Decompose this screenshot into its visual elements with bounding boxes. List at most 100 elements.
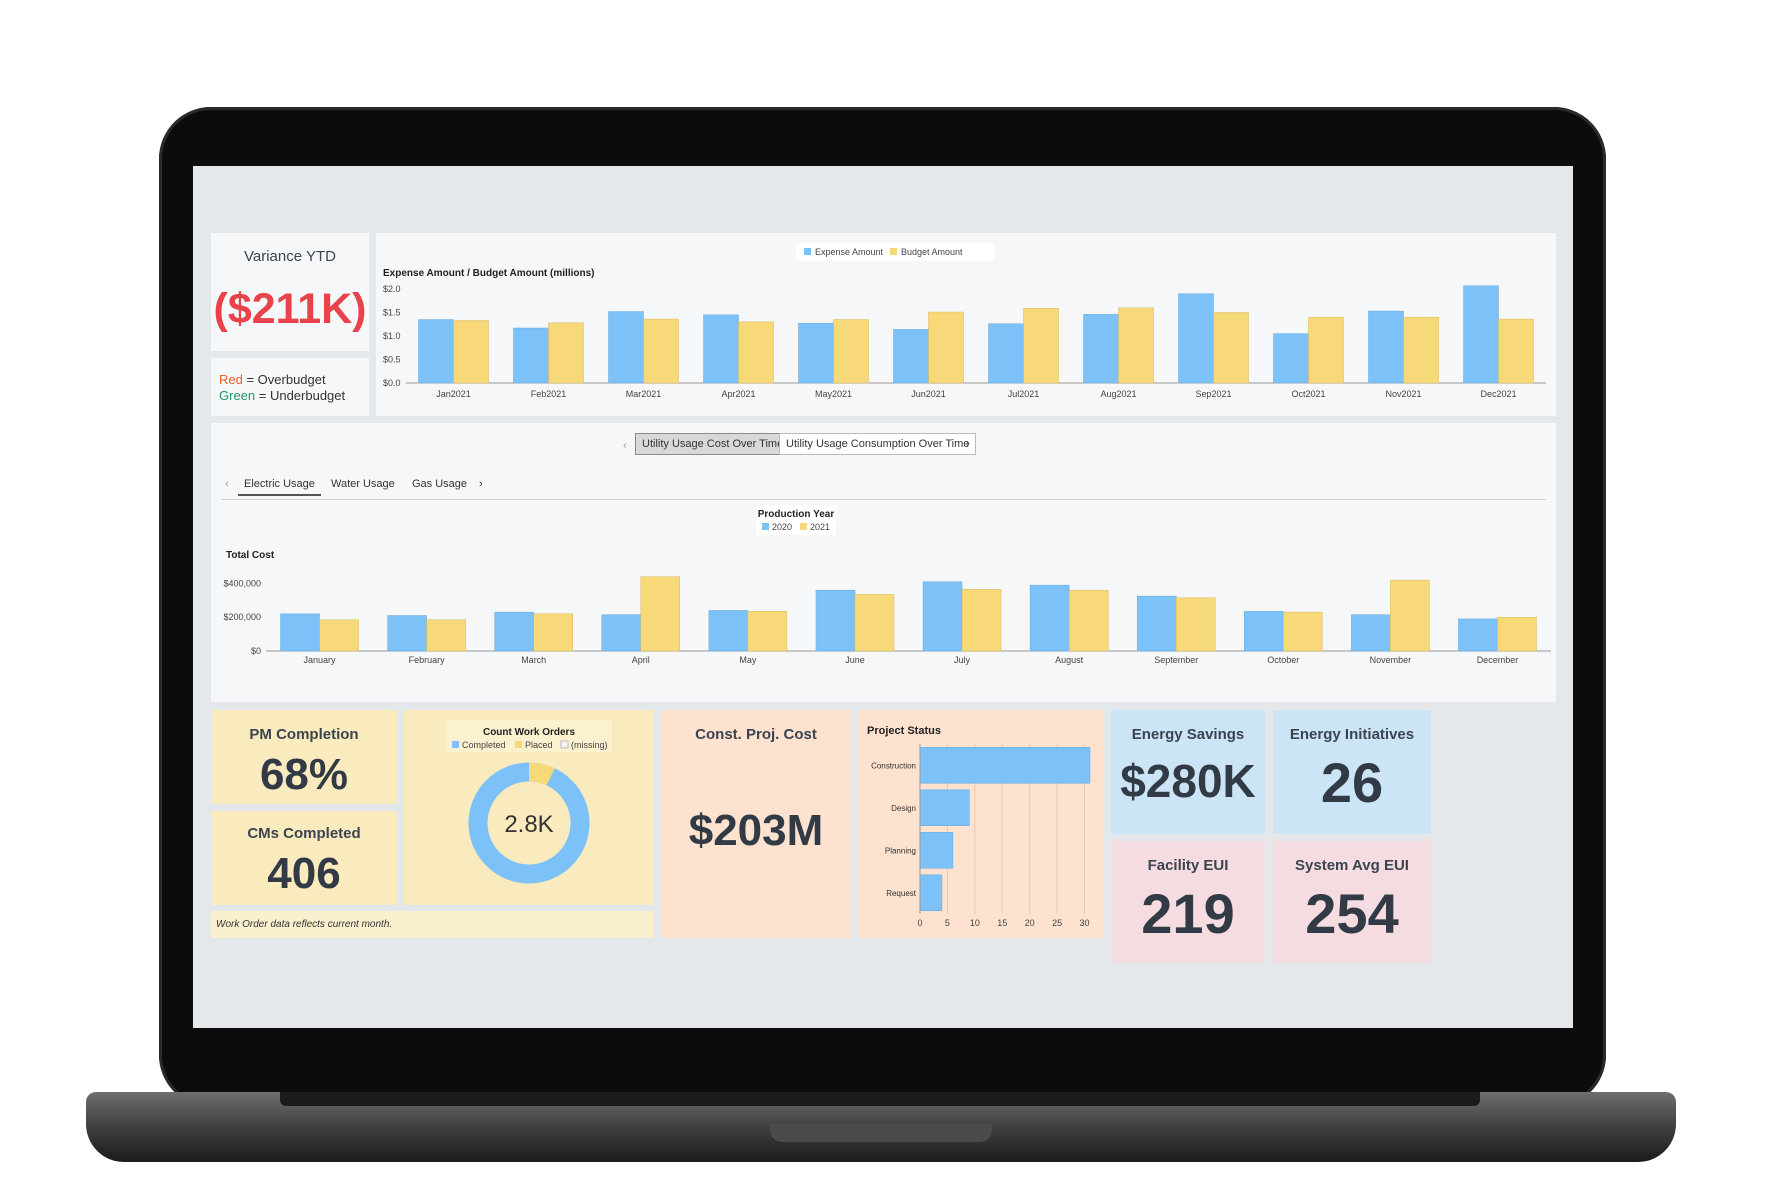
energy-initiatives-card: Energy Initiatives 26: [1273, 710, 1431, 834]
variance-value: ($211K): [213, 285, 367, 333]
cm-completed-card: CMs Completed 406: [211, 811, 397, 905]
energy-initiatives-value: 26: [1320, 751, 1384, 814]
bar-2020: [494, 611, 534, 652]
expense-x-tick: Jul2021: [1008, 389, 1040, 399]
const-proj-cost-card: Const. Proj. Cost $203M: [661, 710, 851, 938]
bar-2021: [747, 611, 788, 652]
utility-x-tick: February: [409, 655, 446, 665]
utility-x-tick: January: [304, 655, 337, 665]
utility-x-tick: April: [632, 655, 650, 665]
dashboard-screen: Variance YTD ($211K) Red = Overbudget Gr…: [193, 166, 1573, 1028]
expense-y-tick: $1.0: [383, 331, 401, 341]
utility-x-tick: May: [739, 655, 757, 665]
expense-x-tick: Sep2021: [1195, 389, 1231, 399]
pm-completion-card: PM Completion 68%: [211, 710, 397, 804]
expense-bar: [1178, 293, 1214, 384]
expense-bar: [988, 323, 1024, 384]
work-orders-donut: Count Work Orders Completed Placed (missing…: [446, 720, 612, 884]
bar-2020: [1244, 611, 1284, 652]
bar-2021: [1390, 579, 1430, 652]
expense-bar: [1273, 333, 1309, 384]
tab-prev-arrow[interactable]: ‹: [623, 440, 627, 452]
project-status-x-tick: 20: [1025, 918, 1035, 928]
bar-2021: [319, 619, 359, 652]
bar-2020: [387, 615, 427, 652]
bar-2020: [922, 581, 963, 652]
project-status-bar: [919, 832, 954, 869]
legend-swatch-budget: [890, 248, 897, 255]
facility-eui-card: Facility EUI 219: [1111, 841, 1265, 963]
legend-green-rest: = Underbudget: [255, 388, 346, 403]
utility-panel: ‹ Utility Usage Cost Over Time Utility U…: [211, 423, 1556, 702]
system-eui-value: 254: [1305, 882, 1399, 945]
donut-legend-label: Completed: [462, 740, 506, 750]
system-eui-title: System Avg EUI: [1295, 857, 1409, 874]
tab-utility-consumption[interactable]: Utility Usage Consumption Over Time: [779, 433, 977, 455]
expense-bar: [703, 314, 739, 384]
subtab-gas[interactable]: Gas Usage: [412, 478, 468, 490]
donut-legend-label: (missing): [571, 740, 608, 750]
expense-bar: [418, 319, 454, 384]
expense-x-tick: Nov2021: [1385, 389, 1421, 399]
donut-title: Count Work Orders: [483, 727, 575, 738]
trackpad-notch: [770, 1124, 992, 1142]
const-proj-cost-title: Const. Proj. Cost: [695, 726, 817, 743]
expense-y-tick: $0.0: [383, 378, 401, 388]
bar-2021: [1497, 616, 1537, 652]
project-status-bar: [919, 789, 970, 826]
subtab-prev-arrow[interactable]: ‹: [225, 478, 229, 490]
donut-legend-box: [446, 720, 612, 752]
bar-2020: [280, 613, 320, 652]
project-status-bar: [919, 874, 943, 911]
bar-2020: [1458, 618, 1498, 652]
expense-x-tick: Mar2021: [626, 389, 662, 399]
expense-bar: [798, 323, 834, 384]
project-status-y-tick: Design: [891, 804, 916, 813]
expense-bar: [1463, 285, 1499, 384]
budget-bar: [1403, 316, 1439, 384]
utility-y-tick: $200,000: [223, 612, 261, 622]
budget-bar: [1308, 316, 1344, 384]
utility-y-label: Total Cost: [226, 550, 275, 561]
donut-legend-swatch: [452, 741, 459, 748]
work-orders-card: Count Work Orders Completed Placed (missing…: [404, 710, 654, 905]
keyboard-strip: [280, 1092, 1480, 1106]
bar-2021: [961, 589, 1002, 652]
tab-utility-cost[interactable]: Utility Usage Cost Over Time: [635, 433, 791, 455]
legend-swatch-2020: [762, 523, 769, 530]
expense-x-tick: Jan2021: [436, 389, 471, 399]
subtab-electric[interactable]: Electric Usage: [238, 478, 321, 496]
project-status-x-tick: 15: [997, 918, 1007, 928]
utility-chart: Production Year 2020 2021 Total Cost $400,00…: [223, 505, 1551, 665]
legend-label-2021: 2021: [810, 522, 830, 532]
bar-2021: [533, 613, 573, 652]
project-status-chart: Project Status 0 5 10 15 20 25 30 Construction De…: [867, 725, 1091, 928]
work-order-footnote-panel: Work Order data reflects current month.: [211, 911, 654, 938]
tab-next-arrow[interactable]: ›: [966, 438, 970, 450]
legend-label-expense: Expense Amount: [815, 247, 884, 257]
expense-y-tick: $0.5: [383, 355, 401, 365]
bar-2020: [815, 589, 856, 652]
subtab-next-arrow[interactable]: ›: [479, 478, 483, 490]
expense-bar: [893, 329, 929, 384]
expense-x-tick: Apr2021: [721, 389, 755, 399]
project-status-x-tick: 25: [1052, 918, 1062, 928]
utility-x-tick: June: [845, 655, 865, 665]
utility-x-tick: August: [1055, 655, 1084, 665]
bar-2020: [708, 610, 749, 652]
budget-bar: [1023, 308, 1059, 384]
utility-legend-box: [756, 505, 836, 535]
project-status-x-tick: 0: [917, 918, 922, 928]
utility-x-tick: July: [954, 655, 971, 665]
utility-x-tick: March: [521, 655, 546, 665]
expense-x-tick: Oct2021: [1291, 389, 1325, 399]
subtab-divider: [221, 499, 1546, 500]
budget-bar: [833, 319, 869, 384]
expense-x-tick: Feb2021: [531, 389, 567, 399]
expense-chart-panel: Expense Amount Budget Amount Expense Amoun…: [376, 233, 1556, 416]
expense-bar: [513, 327, 549, 384]
bar-2021: [854, 594, 895, 652]
energy-initiatives-title: Energy Initiatives: [1289, 726, 1415, 743]
utility-x-tick: October: [1267, 655, 1299, 665]
subtab-water[interactable]: Water Usage: [331, 478, 395, 490]
